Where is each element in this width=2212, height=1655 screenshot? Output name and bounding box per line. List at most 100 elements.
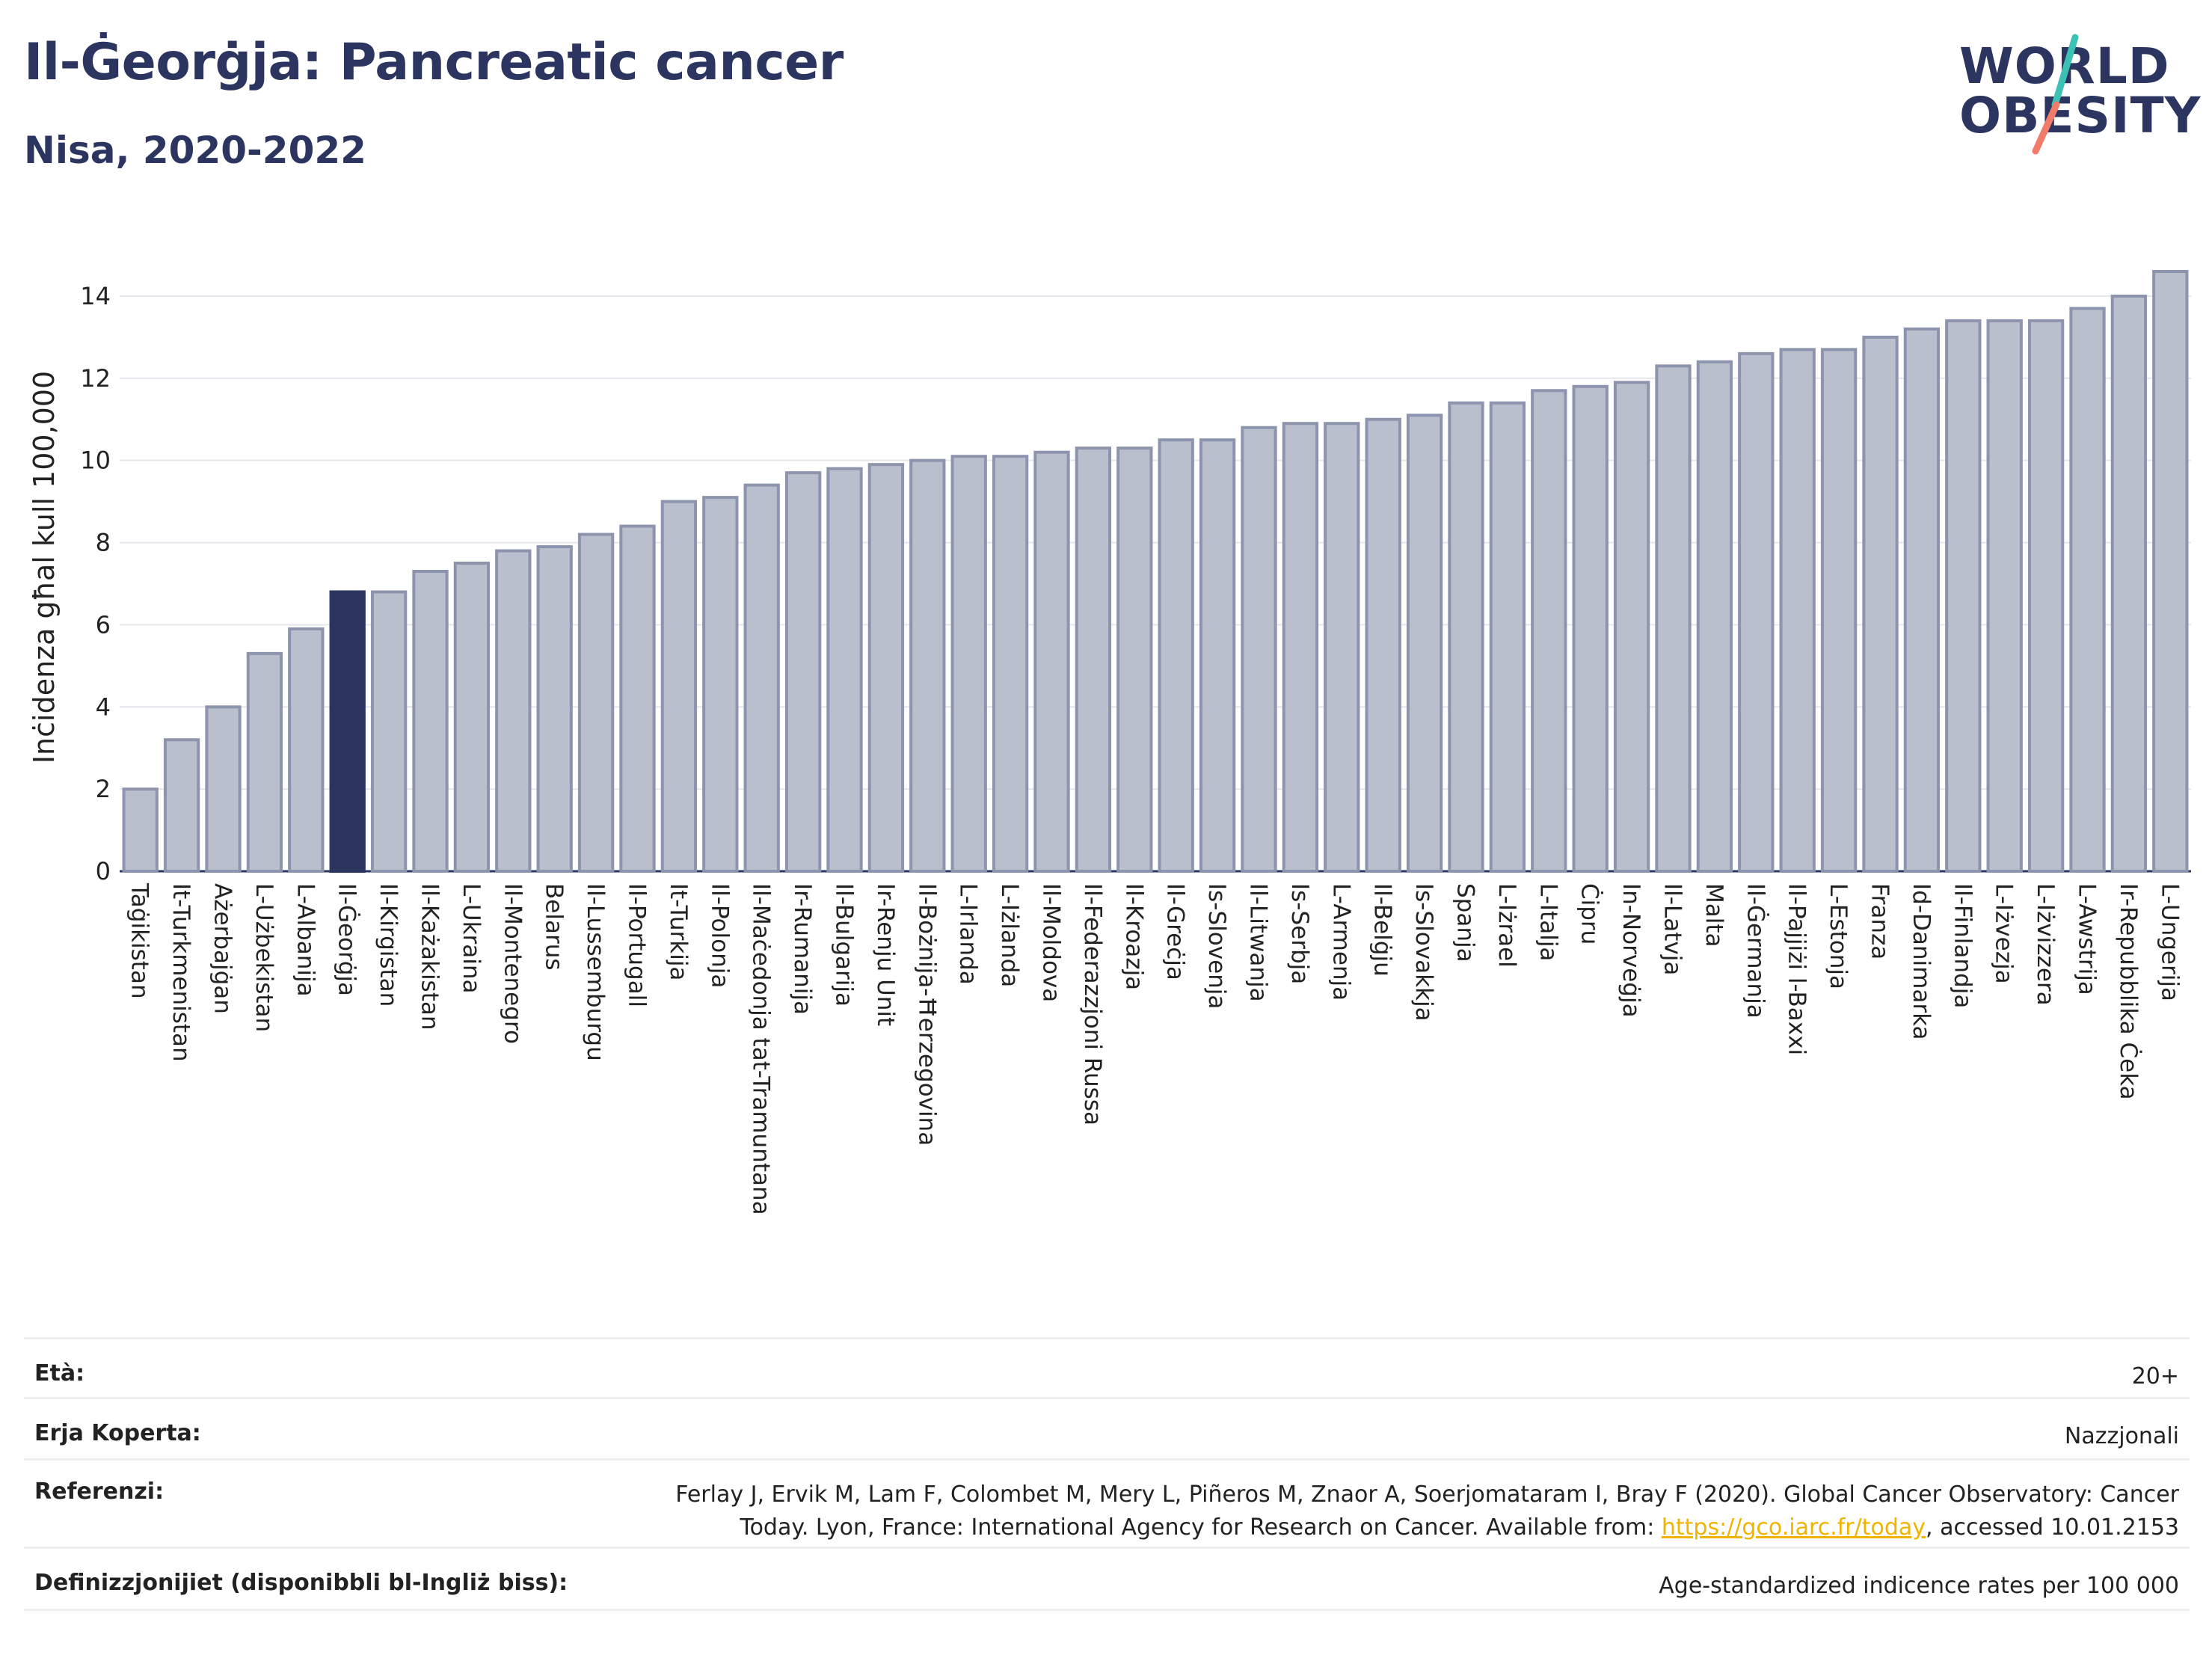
- bar: [577, 532, 615, 873]
- bar: [660, 500, 698, 873]
- age-value: 20+: [2131, 1363, 2179, 1390]
- bar: [1820, 348, 1858, 873]
- category-label: L-Albanija: [292, 883, 319, 997]
- y-tick-label: 10: [80, 446, 111, 475]
- definitions-label: Definizzjonijiet (disponibbli bl-Ingliż …: [34, 1570, 568, 1596]
- page-title: Il-Ġeorġja: Pancreatic cancer: [24, 33, 844, 92]
- bar: [1655, 364, 1692, 873]
- category-label: In-Norveġja: [1617, 883, 1644, 1018]
- category-label: Il-Finlandja: [1949, 883, 1976, 1008]
- bar: [1945, 319, 1982, 873]
- meta-row-definitions: Definizzjonijiet (disponibbli bl-Ingliż …: [24, 1547, 2190, 1611]
- y-axis-label: Inċidenza għal kull 100,000: [28, 371, 61, 764]
- bar: [1903, 327, 1941, 873]
- category-label: L-Ukraina: [458, 883, 485, 994]
- bar: [246, 651, 283, 873]
- y-tick-label: 14: [80, 282, 111, 310]
- category-label: Il-Portugall: [624, 883, 651, 1007]
- category-label: Is-Slovakkja: [1410, 883, 1437, 1022]
- reference-text: Ferlay J, Ervik M, Lam F, Colombet M, Me…: [675, 1481, 2179, 1541]
- bar: [2027, 319, 2065, 873]
- logo-slash-icon: [2032, 34, 2079, 155]
- category-label: Ċipru: [1576, 883, 1604, 945]
- category-label: Il-Montenegro: [499, 883, 526, 1044]
- bar: [826, 467, 863, 873]
- bar: [1738, 351, 1775, 873]
- category-label: Spanja: [1452, 883, 1479, 962]
- bar: [992, 455, 1029, 873]
- bar: [743, 483, 780, 873]
- bar: [453, 562, 491, 873]
- category-label: Il-Kroazja: [1120, 883, 1147, 990]
- bar: [1862, 335, 1899, 873]
- category-label: Is-Serbja: [1286, 883, 1313, 984]
- metadata-table: Età: 20+ Erja Koperta: Nazzjonali Refere…: [24, 1337, 2190, 1611]
- category-label: L-Użbekistan: [251, 883, 277, 1032]
- reference-link[interactable]: https://gco.iarc.fr/today: [1661, 1514, 1926, 1541]
- category-label: Il-Bożnija-Ħerzegovina: [913, 883, 940, 1146]
- category-label: L-Ungerija: [2156, 883, 2183, 1001]
- bar: [1986, 319, 2023, 873]
- bar: [2152, 269, 2189, 873]
- bar: [1406, 414, 1443, 873]
- bar: [1282, 422, 1319, 873]
- references-label: Referenzi:: [34, 1479, 165, 1505]
- category-label: L-Iżvizzera: [2032, 883, 2059, 1006]
- category-label: Ir-Renju Unit: [872, 883, 899, 1026]
- category-label: Il-Litwanja: [1245, 883, 1272, 1002]
- reference-tail: , accessed 10.01.2153: [1926, 1514, 2179, 1541]
- category-label: Id-Danimarka: [1908, 883, 1935, 1040]
- bar: [909, 458, 946, 873]
- category-label: L-Estonja: [1825, 883, 1852, 989]
- bar: [163, 738, 200, 873]
- category-label: L-Iżlanda: [996, 883, 1023, 987]
- category-label: Il-Pajjiżi l-Baxxi: [1784, 883, 1810, 1055]
- age-label: Età:: [34, 1360, 85, 1387]
- category-label: Il-Każakistan: [417, 883, 443, 1031]
- category-label: Il-Belġju: [1369, 883, 1396, 977]
- bar: [2069, 307, 2106, 873]
- category-label: Il-Latvja: [1659, 883, 1686, 975]
- bar: [1075, 446, 1112, 873]
- bar: [702, 496, 739, 873]
- category-label: Il-Greċja: [1162, 883, 1189, 980]
- category-label: Franza: [1867, 883, 1893, 959]
- area-label: Erja Koperta:: [34, 1420, 201, 1446]
- bar: [1033, 450, 1070, 873]
- category-label: Ir-Rumanija: [789, 883, 816, 1015]
- bar: [288, 627, 325, 873]
- area-value: Nazzjonali: [2064, 1423, 2179, 1449]
- bar: [495, 549, 532, 873]
- bar: [329, 590, 366, 873]
- y-tick-labels: 0 2 4 6 8 10 12 14: [80, 282, 111, 885]
- bar: [2110, 294, 2148, 873]
- bar: [867, 463, 905, 873]
- meta-row-age: Età: 20+: [24, 1337, 2190, 1397]
- logo-line-2: OBESITY: [1959, 87, 2202, 144]
- category-label: Il-Moldova: [1038, 883, 1065, 1002]
- bar: [1489, 401, 1526, 873]
- page-subtitle: Nisa, 2020-2022: [24, 129, 366, 172]
- bar: [619, 524, 656, 873]
- y-tick-label: 12: [80, 364, 111, 393]
- bar: [1158, 438, 1194, 873]
- bar: [1696, 360, 1733, 873]
- bar-chart: 0 2 4 6 8 10 12 14 Taġikistan It-Turkmenistan Aże…: [28, 269, 2191, 1215]
- category-label: L-Iżvezja: [1991, 883, 2018, 984]
- category-label: Taġikistan: [126, 882, 153, 999]
- category-label: Ażerbajġan: [209, 883, 236, 1014]
- bar: [950, 455, 987, 873]
- bar: [1199, 438, 1236, 873]
- category-label: L-Iżrael: [1493, 883, 1520, 968]
- y-tick-label: 2: [96, 775, 111, 803]
- bars: [122, 269, 2189, 873]
- category-label: L-Irlanda: [955, 883, 982, 985]
- category-label: It-Turkmenistan: [168, 883, 194, 1062]
- bar: [1448, 401, 1484, 873]
- bar: [1116, 446, 1153, 873]
- meta-row-area: Erja Koperta: Nazzjonali: [24, 1397, 2190, 1458]
- bar: [1613, 381, 1650, 873]
- bar: [536, 545, 573, 873]
- category-label: Il-Ġermanja: [1742, 883, 1769, 1019]
- category-label: Il-Polonja: [706, 883, 733, 988]
